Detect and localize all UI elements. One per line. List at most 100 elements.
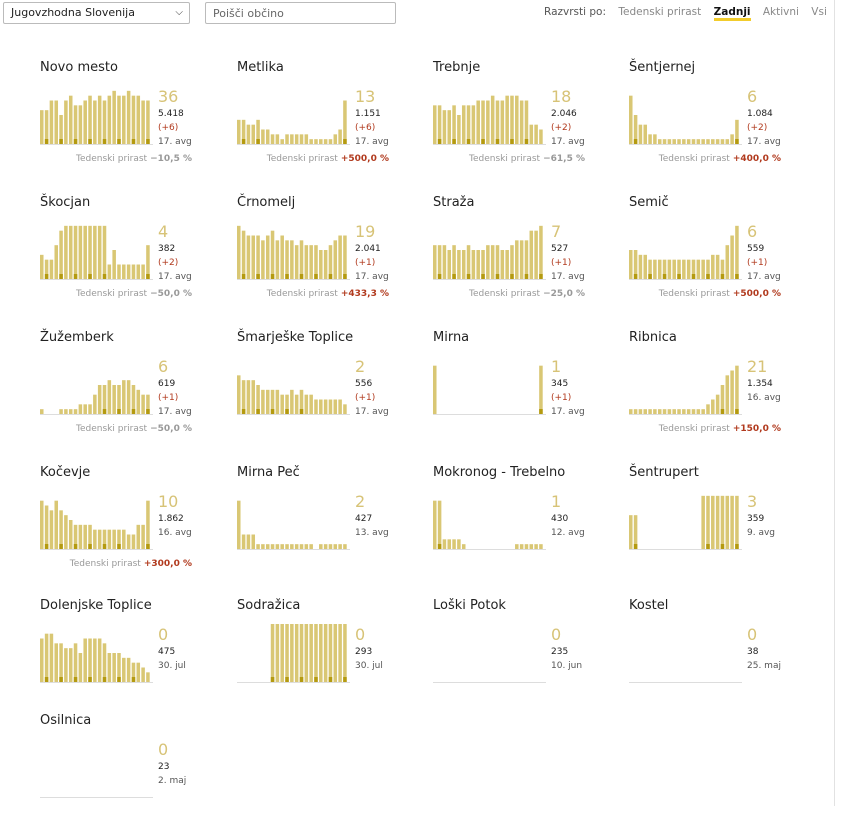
chart-bar xyxy=(285,544,289,549)
chart-bar xyxy=(131,385,136,414)
chart-bar xyxy=(237,225,241,279)
municipality-card[interactable]: Sodražica 0 293 30. jul xyxy=(237,598,427,718)
chart-bar xyxy=(481,250,485,279)
chart-bar xyxy=(275,624,280,682)
chart-bar xyxy=(648,259,652,279)
active-cases-value: 10 xyxy=(158,492,179,511)
chart-bar xyxy=(715,139,720,144)
municipality-card[interactable]: Novo mesto 36 5.418 (+6) 17. avg Tedenski pri… xyxy=(40,60,230,180)
search-input[interactable] xyxy=(205,2,396,24)
chart-bar xyxy=(735,365,739,414)
last-date-label: 17. avg xyxy=(747,272,781,282)
municipality-card[interactable]: Šentjernej 6 1.084 (+2) 17. avg Tedenski prir… xyxy=(629,60,819,180)
chart-bar-new xyxy=(706,544,710,549)
scrollbar-track[interactable] xyxy=(834,0,835,806)
chart-bar xyxy=(40,254,44,279)
chart-bar-new xyxy=(466,274,471,279)
chart-bar-new xyxy=(524,274,529,279)
region-select[interactable]: Jugovzhodna Slovenija ⌵ xyxy=(3,2,190,24)
chart-bar xyxy=(246,124,251,144)
municipality-card[interactable]: Mokronog - Trebelno 1 430 12. avg xyxy=(433,465,623,585)
chart-bar-new xyxy=(256,409,260,414)
chart-bar xyxy=(275,389,280,414)
municipality-card[interactable]: Ribnica 21 1.354 16. avg Tedenski prirast +15… xyxy=(629,330,819,450)
municipality-name: Loški Potok xyxy=(433,598,506,613)
chart-bar xyxy=(323,544,328,549)
municipality-card[interactable]: Mirna Peč 2 427 13. avg xyxy=(237,465,427,585)
chart-bar xyxy=(88,95,92,144)
chart-bar xyxy=(59,230,63,279)
chart-bar xyxy=(256,385,260,414)
chart-bar-new xyxy=(44,139,49,144)
chart-bar-new xyxy=(102,409,107,414)
sort-option-all[interactable]: Vsi xyxy=(811,6,827,18)
chart-bar-new xyxy=(59,274,63,279)
weekly-growth-value: −50,0 % xyxy=(150,424,192,434)
chart-bar xyxy=(696,139,701,144)
chart-bar xyxy=(40,409,44,414)
chart-bar xyxy=(294,245,299,279)
weekly-growth: Tedenski prirast +300,0 % xyxy=(70,559,192,569)
chart-bar xyxy=(83,404,87,414)
chart-bar xyxy=(256,544,260,549)
chart-bar-new xyxy=(720,274,725,279)
municipality-card[interactable]: Trebnje 18 2.046 (+2) 17. avg Tedenski priras… xyxy=(433,60,623,180)
chart-bar xyxy=(309,394,313,414)
municipality-card[interactable]: Mirna 1 345 (+1) 17. avg xyxy=(433,330,623,450)
chart-bar xyxy=(246,534,251,549)
chart-bar xyxy=(280,544,284,549)
chart-bar-new xyxy=(314,274,318,279)
chart-bar xyxy=(730,134,734,144)
sort-option-latest[interactable]: Zadnji xyxy=(713,6,751,21)
active-cases-value: 2 xyxy=(355,357,366,376)
chart-bar xyxy=(437,105,442,144)
municipality-card[interactable]: Dolenjske Toplice 0 475 30. jul xyxy=(40,598,230,718)
municipality-card[interactable]: Semič 6 559 (+1) 17. avg Tedenski prirast +500… xyxy=(629,195,819,315)
weekly-growth-label: Tedenski prirast xyxy=(76,154,148,164)
municipality-card[interactable]: Šentrupert 3 359 9. avg xyxy=(629,465,819,585)
chart-bar xyxy=(122,95,126,144)
municipality-card[interactable]: Kostel 0 38 25. maj xyxy=(629,598,819,718)
chart-bar-new xyxy=(466,139,471,144)
last-date-label: 13. avg xyxy=(355,528,389,538)
chart-bar xyxy=(97,638,102,682)
municipality-card[interactable]: Škocjan 4 382 (+2) 17. avg Tedenski prirast −5… xyxy=(40,195,230,315)
region-select-value: Jugovzhodna Slovenija xyxy=(11,6,135,19)
chart-bar xyxy=(691,409,696,414)
chart-bar xyxy=(638,254,643,279)
chart-bar xyxy=(122,380,126,414)
last-date-label: 16. avg xyxy=(747,393,781,403)
chart-bar xyxy=(88,524,92,549)
chart-bar xyxy=(725,245,730,279)
chart-bar xyxy=(730,495,734,549)
chart-bar xyxy=(309,624,313,682)
weekly-growth-value: −25,0 % xyxy=(543,289,585,299)
chart-bar xyxy=(653,259,657,279)
chart-bar xyxy=(93,529,97,549)
chart-bar xyxy=(117,529,121,549)
municipality-card[interactable]: Šmarješke Toplice 2 556 (+1) 17. avg xyxy=(237,330,427,450)
chart-bar xyxy=(314,624,318,682)
municipality-card[interactable]: Loški Potok 0 235 10. jun xyxy=(433,598,623,718)
sort-option-active[interactable]: Aktivni xyxy=(762,6,799,18)
chart-bar xyxy=(73,409,78,414)
municipality-card[interactable]: Žužemberk 6 619 (+1) 17. avg Tedenski prirast… xyxy=(40,330,230,450)
sort-option-weekly-growth[interactable]: Tedenski prirast xyxy=(618,6,702,18)
chart-bar-new xyxy=(146,409,150,414)
municipality-card[interactable]: Kočevje 10 1.862 16. avg Tedenski prirast +30… xyxy=(40,465,230,585)
chart-bar xyxy=(251,124,256,144)
chart-bar xyxy=(539,544,543,549)
chart-bar xyxy=(510,95,514,144)
last-date-label: 17. avg xyxy=(551,137,585,147)
chart-bar xyxy=(261,389,265,414)
municipality-card[interactable]: Metlika 13 1.151 (+6) 17. avg Tedenski priras… xyxy=(237,60,427,180)
chart-bar xyxy=(486,100,490,144)
chart-bar xyxy=(510,245,514,279)
municipality-card[interactable]: Osilnica 0 23 2. maj xyxy=(40,713,230,833)
municipality-card[interactable]: Črnomelj 19 2.041 (+1) 17. avg Tedenski prira… xyxy=(237,195,427,315)
chart-bar xyxy=(529,544,534,549)
chart-bar xyxy=(117,653,121,682)
chart-bar-new xyxy=(73,274,78,279)
municipality-card[interactable]: Straža 7 527 (+1) 17. avg Tedenski prirast −25… xyxy=(433,195,623,315)
chart-bar xyxy=(246,235,251,279)
